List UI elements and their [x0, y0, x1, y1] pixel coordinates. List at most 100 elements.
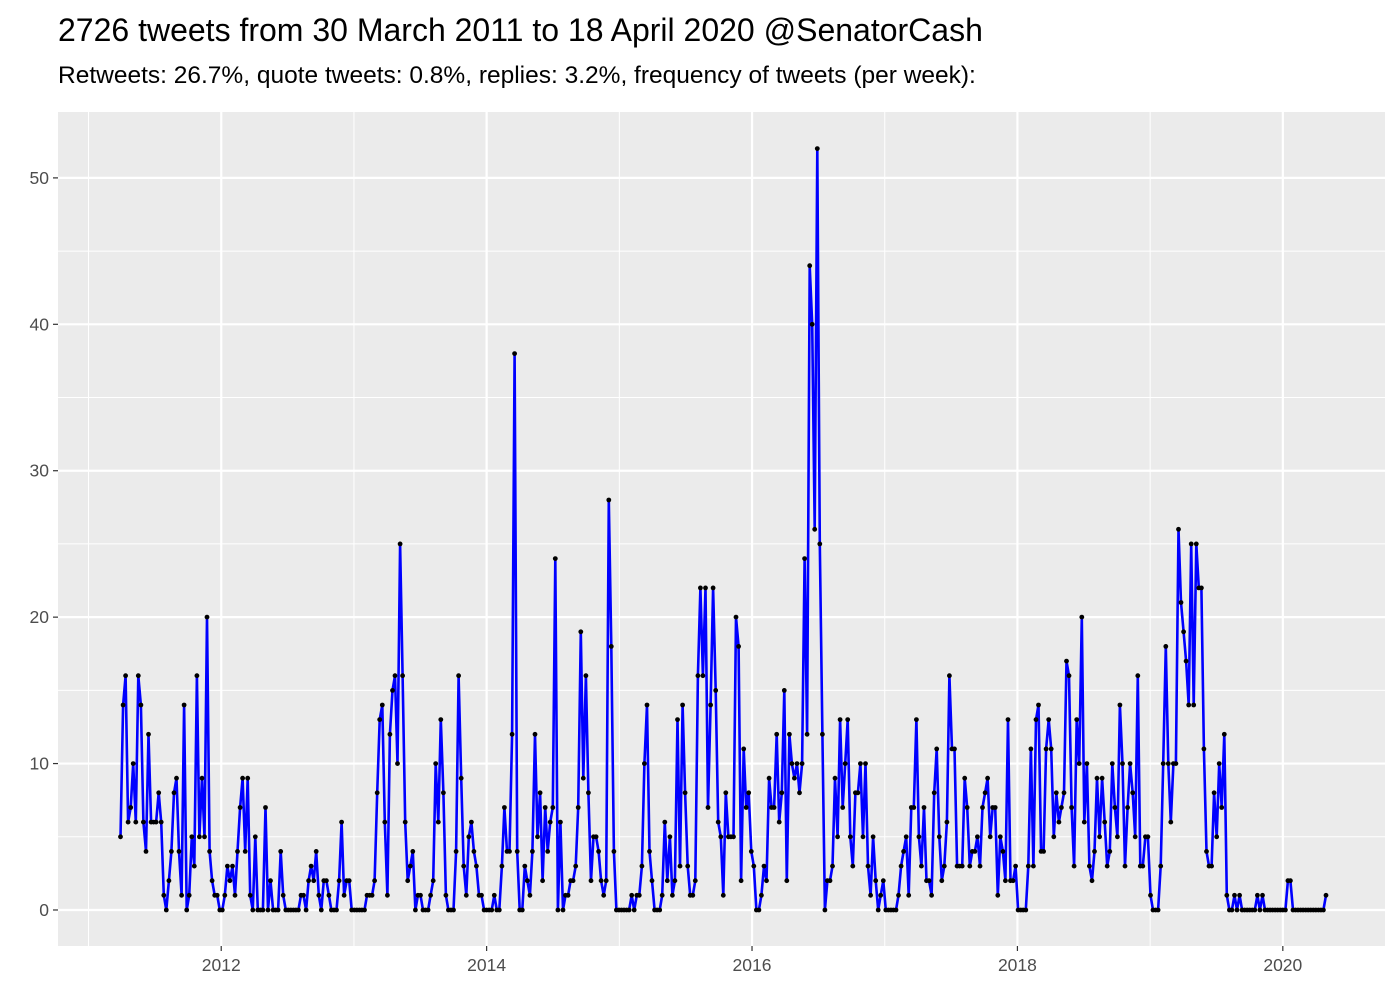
- data-point: [240, 775, 246, 781]
- data-point: [733, 614, 739, 620]
- data-point: [227, 878, 233, 884]
- data-point: [596, 849, 601, 854]
- data-point: [123, 673, 128, 679]
- data-point: [143, 849, 149, 854]
- data-point: [379, 702, 385, 708]
- data-point: [710, 585, 716, 591]
- data-point: [158, 819, 164, 825]
- data-point: [977, 863, 983, 869]
- data-point: [863, 761, 868, 766]
- data-point: [1163, 644, 1169, 649]
- data-point: [878, 892, 884, 898]
- data-point: [153, 819, 159, 825]
- y-tick-label: 50: [30, 168, 50, 188]
- data-point: [550, 805, 556, 810]
- data-point: [817, 541, 823, 547]
- x-tick-label: 2020: [1263, 955, 1302, 975]
- data-point: [705, 805, 711, 810]
- data-point: [560, 907, 566, 913]
- data-point: [799, 761, 805, 766]
- data-point: [179, 892, 185, 898]
- data-point: [430, 878, 436, 884]
- data-point: [1000, 849, 1006, 854]
- data-point: [235, 849, 240, 854]
- data-point: [1041, 849, 1046, 854]
- data-point: [690, 892, 696, 898]
- data-point: [1059, 805, 1064, 810]
- data-point: [1252, 907, 1258, 913]
- data-point: [318, 907, 324, 913]
- data-point: [936, 834, 942, 840]
- data-point: [402, 819, 408, 825]
- data-point: [667, 834, 673, 840]
- data-point: [972, 849, 978, 854]
- data-point: [552, 556, 558, 561]
- data-point: [1046, 717, 1052, 722]
- data-point: [1125, 805, 1130, 810]
- data-point: [959, 863, 965, 869]
- data-point: [962, 775, 968, 781]
- data-point: [197, 834, 202, 840]
- data-point: [850, 863, 856, 869]
- data-point: [252, 834, 258, 840]
- data-point: [1051, 834, 1057, 840]
- data-point: [1084, 761, 1090, 766]
- data-point: [657, 907, 663, 913]
- data-point: [247, 892, 253, 898]
- data-point: [1127, 761, 1133, 766]
- data-point: [260, 907, 266, 913]
- data-point: [471, 849, 477, 854]
- data-point: [1173, 761, 1179, 766]
- data-point: [392, 673, 398, 679]
- data-point: [893, 907, 899, 913]
- data-point: [1109, 761, 1115, 766]
- data-point: [453, 849, 459, 854]
- data-point: [530, 849, 535, 854]
- data-point: [1201, 746, 1207, 752]
- data-point: [1188, 541, 1194, 547]
- data-point: [1107, 849, 1113, 854]
- data-point: [466, 834, 472, 840]
- data-point: [413, 907, 418, 913]
- data-point: [428, 892, 433, 898]
- data-point: [278, 849, 284, 854]
- data-point: [1186, 702, 1192, 708]
- data-point: [275, 907, 281, 913]
- data-point: [146, 731, 151, 737]
- data-point: [463, 892, 469, 898]
- data-point: [1209, 863, 1214, 869]
- data-point: [181, 702, 187, 708]
- data-point: [919, 863, 924, 869]
- data-point: [268, 878, 273, 884]
- data-point: [792, 775, 797, 781]
- data-point: [692, 878, 698, 884]
- data-point: [1176, 526, 1181, 532]
- data-point: [191, 863, 197, 869]
- data-point: [308, 863, 314, 869]
- data-point: [125, 819, 131, 825]
- data-point: [204, 614, 210, 620]
- data-point: [1104, 863, 1110, 869]
- data-point: [926, 878, 932, 884]
- data-point: [1079, 614, 1085, 620]
- data-point: [324, 878, 329, 884]
- data-point: [176, 849, 182, 854]
- axis-ticks: 0 10 20 30 40 50 2012 2014 2016 2018 2020: [30, 168, 1303, 975]
- data-point: [1099, 775, 1105, 781]
- data-point: [741, 746, 747, 752]
- data-point: [644, 702, 650, 708]
- data-point: [565, 892, 571, 898]
- data-point: [941, 863, 947, 869]
- x-tick-label: 2014: [467, 955, 506, 975]
- data-point: [395, 761, 400, 766]
- data-point: [1043, 746, 1049, 752]
- data-point: [1074, 717, 1080, 722]
- data-point: [903, 834, 909, 840]
- data-point: [207, 849, 213, 854]
- data-point: [659, 892, 665, 898]
- data-point: [748, 849, 754, 854]
- data-point: [316, 892, 322, 898]
- data-point: [225, 863, 230, 869]
- data-point: [580, 775, 586, 781]
- data-point: [377, 717, 383, 722]
